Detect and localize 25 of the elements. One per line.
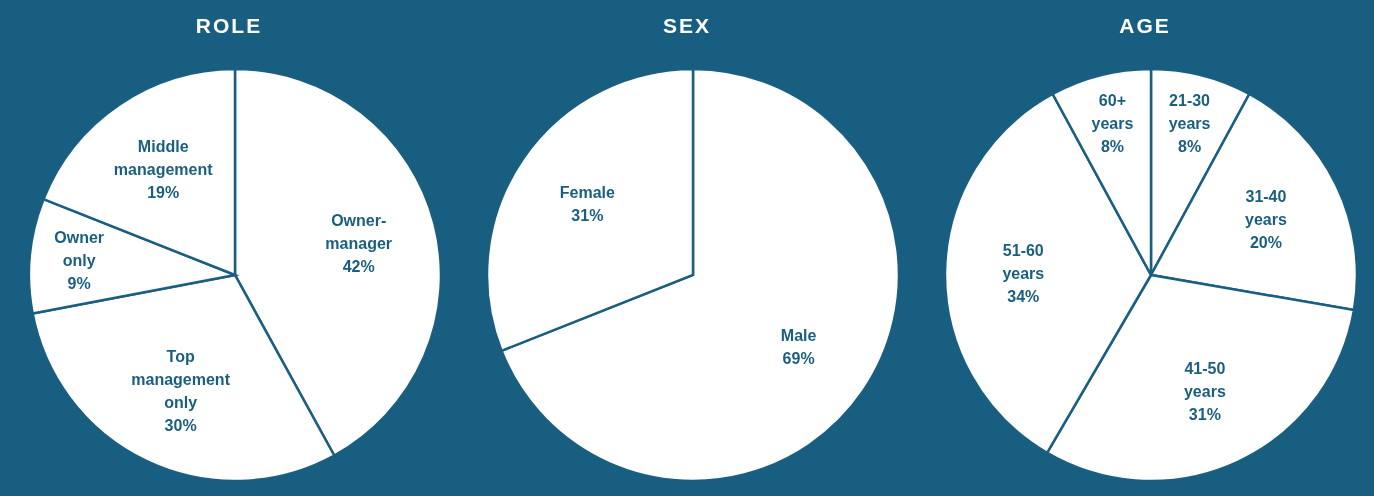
- chart-title: ROLE: [194, 14, 264, 38]
- data-label: 69%: [782, 349, 815, 367]
- slice-label: 60+ years: [1091, 91, 1134, 132]
- data-label: 19%: [147, 183, 180, 201]
- chart-title: AGE: [1118, 14, 1172, 38]
- data-label: 31%: [571, 206, 604, 224]
- data-label: 9%: [67, 274, 91, 292]
- data-label: 30%: [164, 416, 197, 434]
- slice-label: 51-60 years: [1002, 241, 1045, 282]
- slice-label: 41-50 years: [1183, 359, 1226, 400]
- data-label: 8%: [1100, 137, 1125, 155]
- slice-label: Male: [780, 326, 817, 344]
- slice-label: 21-30 years: [1168, 91, 1211, 132]
- data-label: 34%: [1007, 287, 1040, 305]
- slice-label: Owner-manager: [325, 211, 393, 252]
- data-label: 8%: [1177, 137, 1202, 155]
- chart-title: SEX: [662, 14, 712, 38]
- data-label: 20%: [1249, 233, 1282, 251]
- slice-label: Owner only: [54, 228, 105, 269]
- slice-label: Top management only: [131, 347, 231, 411]
- slice-label: Middle management: [113, 137, 214, 178]
- data-label: 31%: [1188, 405, 1221, 423]
- slice-label: 31-40 years: [1245, 187, 1287, 228]
- data-label: 42%: [342, 257, 375, 275]
- slice-label: Female: [559, 183, 616, 201]
